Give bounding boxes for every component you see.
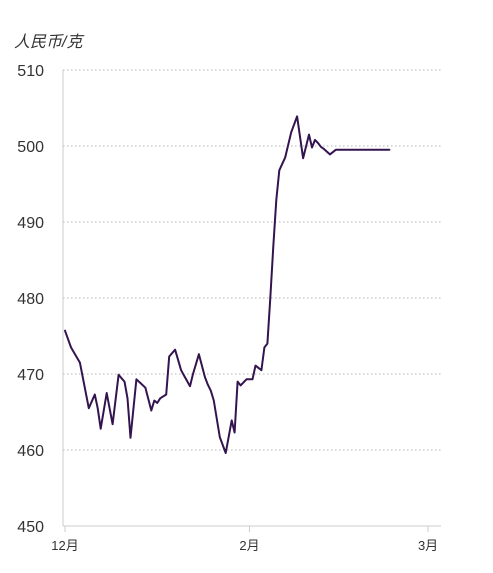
x-tick-label: 2月 (239, 538, 259, 553)
y-tick-label: 460 (17, 443, 44, 460)
y-tick-labels: 450 460 470 480 490 500 510 (17, 63, 44, 536)
y-tick-label: 480 (17, 291, 44, 308)
x-tick-label: 12月 (51, 538, 78, 553)
x-tick-label: 3月 (418, 538, 438, 553)
y-tick-label: 510 (17, 63, 44, 80)
y-tick-label: 500 (17, 139, 44, 156)
y-tick-label: 490 (17, 215, 44, 232)
y-tick-label: 470 (17, 367, 44, 384)
x-tick-labels: 12月 2月 3月 (51, 538, 438, 553)
price-line (64, 115, 391, 454)
y-axis-title: 人民币/克 (14, 33, 84, 51)
series (64, 115, 391, 454)
axes (62, 70, 441, 532)
gridlines (63, 69, 441, 451)
y-tick-label: 450 (17, 519, 44, 536)
